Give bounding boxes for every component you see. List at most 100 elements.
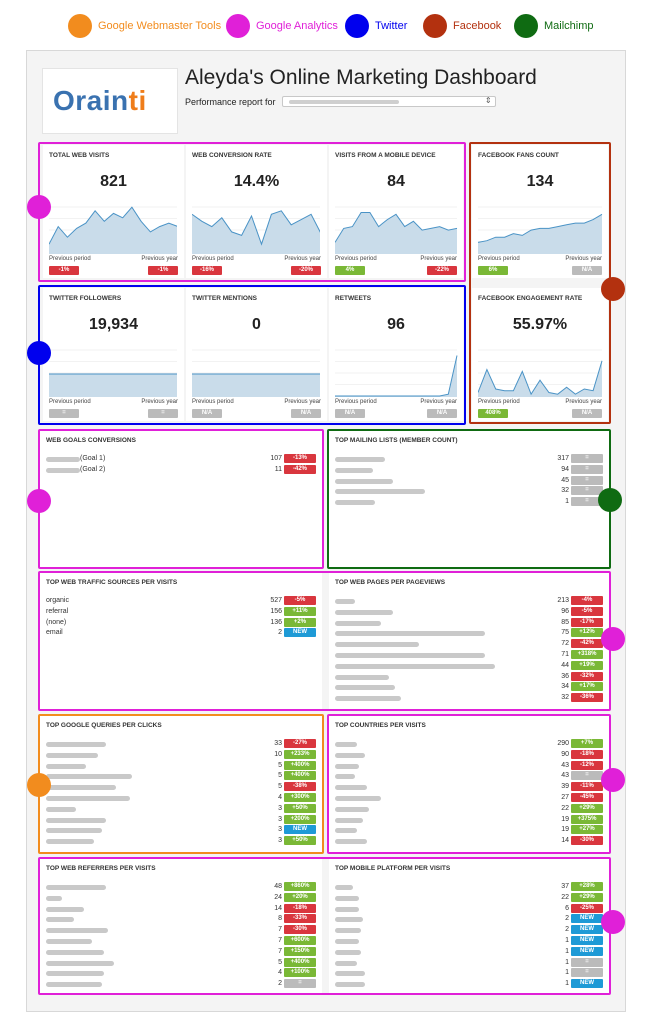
list-item[interactable]: 14 -18% [46, 903, 316, 915]
list-item[interactable]: 72 -42% [335, 639, 603, 650]
list-item[interactable]: 1 = [335, 968, 603, 979]
list-item[interactable]: 213 -4% [335, 596, 603, 607]
list-item[interactable]: 19 +27% [335, 825, 603, 836]
panel-title: TOP MAILING LISTS (MEMBER COUNT) [335, 437, 458, 444]
list-item[interactable]: 39 -11% [335, 782, 603, 793]
kpi-card-retweets[interactable]: RETWEETS 96 Previous period Previous year N/… [329, 288, 463, 421]
list-item[interactable]: 22 +29% [335, 803, 603, 815]
list-item[interactable]: 3 +200% [46, 814, 316, 826]
report-period-select[interactable]: ⇕ [281, 96, 496, 107]
list-item[interactable]: 1 = [335, 957, 603, 969]
blurred-label [335, 949, 361, 955]
list-item[interactable]: referral 156 +11% [46, 606, 316, 618]
sparkline-line [335, 212, 458, 243]
list-item[interactable]: (Goal 2) 11 -42% [46, 464, 316, 476]
list-item[interactable]: 43 = [335, 771, 603, 782]
list-item[interactable]: 48 +860% [46, 882, 316, 893]
list-item[interactable]: 5 +400% [46, 760, 316, 772]
list-item[interactable]: 2 = [46, 979, 316, 990]
list-item[interactable]: 1 = [335, 497, 603, 508]
list-item[interactable]: 14 -30% [335, 836, 603, 847]
list-item[interactable]: 45 = [335, 475, 603, 487]
list-item[interactable]: 317 = [335, 454, 603, 465]
list-item-value: 5 [278, 761, 282, 769]
list-item[interactable]: 33 -27% [46, 739, 316, 750]
list-item[interactable]: 43 -12% [335, 760, 603, 772]
list-item[interactable]: 4 +300% [46, 792, 316, 804]
list-item[interactable]: 32 = [335, 486, 603, 497]
list-item-value: 11 [274, 465, 282, 473]
kpi-title: TWITTER MENTIONS [192, 295, 257, 302]
kpi-card-total-web-visits[interactable]: TOTAL WEB VISITS 821 Previous period Previo… [43, 145, 184, 278]
kpi-card-visits-from-mobile[interactable]: VISITS FROM A MOBILE DEVICE 84 Previous pe… [329, 145, 463, 278]
blurred-label [335, 806, 369, 812]
panel-top-mailing-lists[interactable]: TOP MAILING LISTS (MEMBER COUNT) 317 = 94 = 4… [329, 431, 609, 567]
list-item[interactable]: 290 +7% [335, 739, 603, 750]
list-item[interactable]: organic 527 -5% [46, 596, 316, 607]
list-item-value: 90 [561, 750, 569, 758]
change-badge: -38% [284, 782, 316, 792]
panel-top-countries[interactable]: TOP COUNTRIES PER VISITS 290 +7% 90 -18% 43 -1… [329, 716, 609, 852]
kpi-card-facebook-fans-count[interactable]: FACEBOOK FANS COUNT 134 Previous period Pre… [472, 145, 608, 278]
list-item[interactable]: 4 +100% [46, 968, 316, 979]
panel-web-goals-conversions[interactable]: WEB GOALS CONVERSIONS (Goal 1) 107 -13% (Goa… [40, 431, 322, 567]
kpi-card-twitter-followers[interactable]: TWITTER FOLLOWERS 19,934 Previous period Pr… [43, 288, 184, 421]
list-item-value: 5 [278, 783, 282, 791]
list-item-value: 45 [561, 476, 569, 484]
list-item[interactable]: 32 -36% [335, 693, 603, 704]
panel-top-mobile-platform[interactable]: TOP MOBILE PLATFORM PER VISITS 37 +28% 22 +2… [329, 859, 609, 993]
list-item[interactable]: 2 NEW [335, 914, 603, 925]
list-item[interactable]: 34 +17% [335, 682, 603, 693]
list-item[interactable]: 85 -17% [335, 617, 603, 629]
list-item[interactable]: 24 +20% [46, 892, 316, 904]
kpi-card-facebook-engagement-rate[interactable]: FACEBOOK ENGAGEMENT RATE 55.97% Previous p… [472, 288, 608, 421]
change-badge: +28% [571, 882, 603, 891]
list-item[interactable]: 10 +233% [46, 749, 316, 761]
list-item[interactable]: 5 -38% [46, 782, 316, 793]
list-item[interactable]: 7 -30% [46, 925, 316, 936]
list-item[interactable]: 8 -33% [46, 914, 316, 925]
previous-year-label: Previous year [284, 399, 321, 405]
list-item[interactable]: 37 +28% [335, 882, 603, 893]
list-item[interactable]: 7 +150% [46, 946, 316, 958]
previous-year-badge: N/A [427, 409, 457, 418]
list-item[interactable]: 3 +50% [46, 836, 316, 847]
list-item[interactable]: 71 +318% [335, 649, 603, 661]
kpi-card-twitter-mentions[interactable]: TWITTER MENTIONS 0 Previous period Previous… [186, 288, 327, 421]
list-item[interactable]: (Goal 1) 107 -13% [46, 454, 316, 465]
list-item[interactable]: 5 +400% [46, 771, 316, 782]
list-item[interactable]: 36 -32% [335, 671, 603, 683]
list-item[interactable]: 44 +19% [335, 660, 603, 672]
sparkline-line [478, 360, 603, 396]
list-item[interactable]: 2 NEW [335, 925, 603, 936]
panel-top-google-queries[interactable]: TOP GOOGLE QUERIES PER CLICKS 33 -27% 10 +23… [40, 716, 322, 852]
list-item[interactable]: 5 +400% [46, 957, 316, 969]
panel-top-web-pages[interactable]: TOP WEB PAGES PER PAGEVIEWS 213 -4% 96 -5% 85… [329, 573, 609, 709]
list-item[interactable]: 94 = [335, 464, 603, 476]
list-item[interactable]: 90 -18% [335, 749, 603, 761]
list-item[interactable]: 75 +12% [335, 628, 603, 639]
panel-top-web-referrers[interactable]: TOP WEB REFERRERS PER VISITS 48 +860% 24 +20… [40, 859, 322, 993]
change-badge: +27% [571, 825, 603, 835]
list-item[interactable]: 22 +29% [335, 892, 603, 904]
previous-period-badge: N/A [192, 409, 222, 418]
previous-period-badge: 408% [478, 409, 508, 418]
list-item[interactable]: 3 +50% [46, 803, 316, 815]
blurred-select-value [288, 100, 399, 104]
change-badge: -18% [284, 903, 316, 913]
kpi-card-web-conversion-rate[interactable]: WEB CONVERSION RATE 14.4% Previous period P… [186, 145, 327, 278]
list-item[interactable]: 7 +600% [46, 935, 316, 947]
list-item[interactable]: 3 NEW [46, 825, 316, 836]
blurred-label [335, 982, 365, 988]
list-item[interactable]: 19 +375% [335, 814, 603, 826]
list-item[interactable]: 6 -25% [335, 903, 603, 915]
panel-top-web-traffic-sources[interactable]: TOP WEB TRAFFIC SOURCES PER VISITS organi… [40, 573, 322, 709]
list-item[interactable]: (none) 136 +2% [46, 617, 316, 629]
list-item[interactable]: 27 -45% [335, 792, 603, 804]
list-item[interactable]: 1 NEW [335, 935, 603, 947]
list-item[interactable]: email 2 NEW [46, 628, 316, 639]
list-item[interactable]: 96 -5% [335, 606, 603, 618]
list-item[interactable]: 1 NEW [335, 946, 603, 958]
list-item-value: 27 [561, 793, 569, 801]
list-item[interactable]: 1 NEW [335, 979, 603, 990]
